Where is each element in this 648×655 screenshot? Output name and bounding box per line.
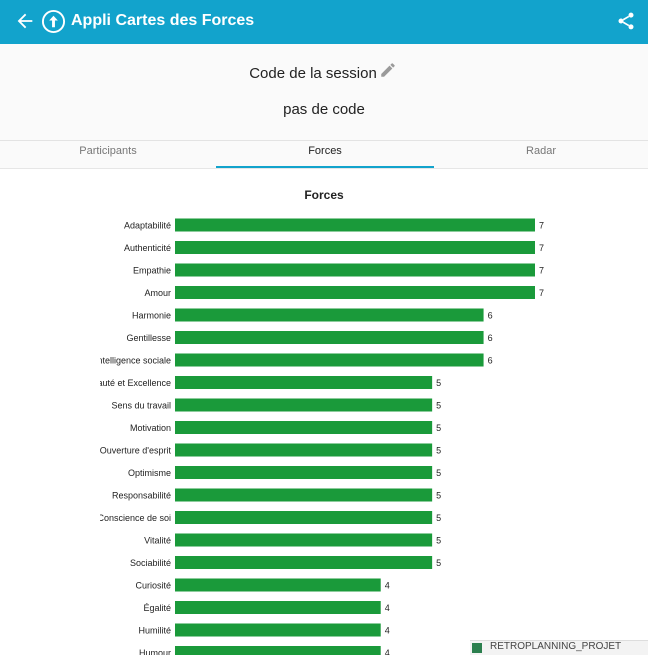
bar (175, 421, 433, 434)
bar-value-label: 4 (385, 603, 390, 613)
bar-category-label: Ouverture d'esprit (100, 446, 172, 456)
bar (175, 286, 535, 299)
bar (175, 331, 484, 344)
bar-value-label: 6 (488, 356, 493, 366)
bar (175, 466, 433, 479)
session-code-label: Code de la session (249, 65, 377, 82)
bar (175, 263, 535, 277)
bar (175, 556, 433, 569)
bar (175, 218, 535, 232)
arrow-left-icon[interactable] (14, 10, 36, 32)
bar (175, 398, 433, 412)
share-icon[interactable] (616, 11, 636, 31)
bar-category-label: Responsabilité (112, 491, 171, 501)
bar-category-label: Humour (139, 648, 171, 655)
bar-value-label: 7 (539, 266, 544, 276)
bar-category-label: Optimisme (128, 468, 171, 478)
bar (175, 241, 535, 254)
bar-value-label: 7 (539, 288, 544, 298)
bar (175, 308, 484, 322)
pencil-icon[interactable] (379, 61, 397, 79)
bar-category-label: Harmonie (132, 311, 171, 321)
bar (175, 443, 433, 457)
bar-category-label: Authenticité (124, 243, 171, 253)
bar-value-label: 5 (436, 513, 441, 523)
app-bar: Appli Cartes des Forces (0, 0, 648, 44)
chart-panel: Forces Adaptabilité 7 Authenticité 7 Empathi… (0, 168, 648, 655)
app-title: Appli Cartes des Forces (71, 12, 255, 29)
bar-category-label: Intelligence sociale (95, 356, 171, 366)
bar-category-label: Amour (144, 288, 171, 298)
bar-value-label: 4 (385, 648, 390, 655)
bar-category-label: Gentillesse (126, 333, 171, 343)
chart-title: Forces (304, 188, 344, 202)
bar-value-label: 4 (385, 581, 390, 591)
taskbar-snippet-label: RETROPLANNING_PROJET (490, 641, 622, 652)
bar-value-label: 5 (436, 468, 441, 478)
bar-value-label: 7 (539, 221, 544, 231)
bar (175, 533, 433, 547)
bar-value-label: 4 (385, 626, 390, 636)
tab-participants[interactable]: Participants (79, 145, 137, 157)
bar-category-label: Humilité (138, 626, 171, 636)
bar-category-label: Curiosité (135, 581, 171, 591)
bar (175, 488, 433, 502)
bar (175, 511, 433, 524)
bar-value-label: 7 (539, 243, 544, 253)
tab-bar: Participants Forces Radar (0, 140, 648, 169)
bar (175, 623, 381, 637)
bar-value-label: 5 (436, 446, 441, 456)
tab-radar[interactable]: Radar (526, 145, 556, 157)
tab-forces[interactable]: Forces (216, 141, 434, 168)
bar (175, 601, 381, 614)
bar-value-label: 5 (436, 401, 441, 411)
bar-category-label: Sens du travail (111, 401, 171, 411)
bar-value-label: 6 (488, 333, 493, 343)
spreadsheet-icon (472, 643, 482, 653)
bar (175, 646, 381, 655)
bar (175, 353, 484, 367)
bar-value-label: 5 (436, 491, 441, 501)
bar-category-label: Vitalité (144, 536, 171, 546)
arrow-up-circle-icon (41, 9, 66, 34)
bar-value-label: 5 (436, 536, 441, 546)
bar-category-label: Sociabilité (130, 558, 171, 568)
forces-bar-chart: Adaptabilité 7 Authenticité 7 Empathie 7 Amour… (86, 218, 544, 655)
bar-category-label: Beauté et Excellence (86, 378, 171, 388)
bar-category-label: Motivation (130, 423, 171, 433)
bar (175, 578, 381, 592)
bar-category-label: Égalité (143, 603, 171, 613)
bar-value-label: 5 (436, 558, 441, 568)
bar-category-label: Conscience de soi (97, 513, 171, 523)
session-panel: Code de la session pas de code (0, 44, 648, 140)
bar-value-label: 6 (488, 311, 493, 321)
session-code-value: pas de code (283, 101, 365, 118)
bar-category-label: Empathie (133, 266, 171, 276)
bar (175, 376, 433, 389)
bar-value-label: 5 (436, 423, 441, 433)
bar-category-label: Adaptabilité (124, 221, 171, 231)
bar-value-label: 5 (436, 378, 441, 388)
taskbar-snippet: RETROPLANNING_PROJET (470, 640, 648, 655)
